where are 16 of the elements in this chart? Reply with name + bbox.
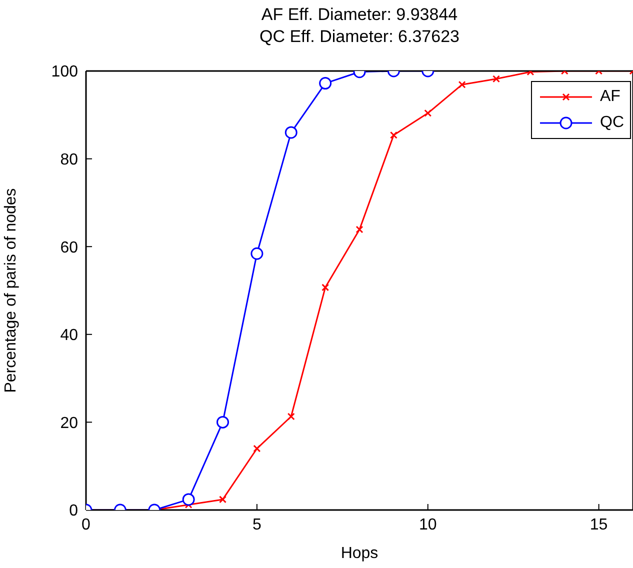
- legend-label: QC: [600, 114, 624, 132]
- y-tick-label: 60: [60, 239, 78, 256]
- x-tick-label: 5: [252, 516, 262, 534]
- y-tick-label: 100: [51, 64, 78, 81]
- x-tick-label: 10: [418, 516, 437, 534]
- x-tick-label: 15: [590, 516, 608, 534]
- y-axis-title: Percentage of paris of nodes: [2, 188, 20, 393]
- y-tick-label: 0: [69, 502, 78, 520]
- y-tick-label: 20: [60, 414, 78, 432]
- chart-subtitle: QC Eff. Diameter: 6.37623: [258, 26, 460, 48]
- chart-title: AF Eff. Diameter: 9.93844: [260, 4, 459, 26]
- legend-label: AF: [600, 88, 620, 106]
- x-tick-label: 0: [82, 516, 91, 534]
- y-tick-label: 80: [60, 151, 78, 168]
- x-axis-title: Hops: [340, 545, 378, 562]
- y-tick-label: 40: [60, 327, 78, 344]
